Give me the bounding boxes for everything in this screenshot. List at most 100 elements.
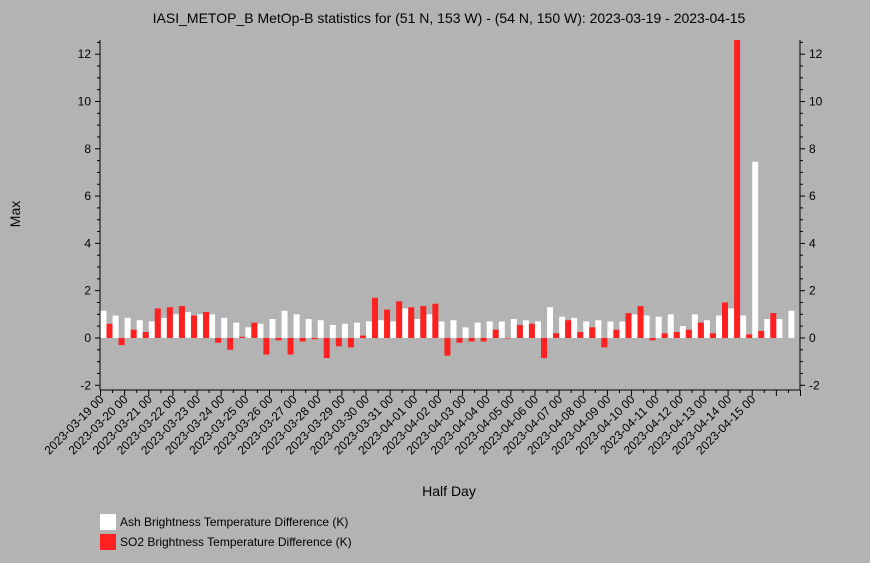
so2-bar xyxy=(770,313,777,338)
so2-bar xyxy=(190,315,197,338)
so2-bar xyxy=(154,308,161,338)
so2-bar xyxy=(492,329,499,338)
y-axis-label: Max xyxy=(7,201,23,227)
ash-bar xyxy=(390,321,397,338)
so2-bar xyxy=(516,324,523,338)
so2-bar xyxy=(106,323,113,338)
so2-bar xyxy=(758,330,765,338)
so2-bar xyxy=(456,337,463,343)
y-tick-label-left: 8 xyxy=(84,142,91,156)
y-tick-label-left: 2 xyxy=(84,284,91,298)
so2-bar xyxy=(589,327,596,338)
ash-bar xyxy=(269,319,276,338)
ash-bar xyxy=(366,321,373,338)
so2-bar xyxy=(239,336,246,338)
so2-bar xyxy=(359,335,366,338)
ash-bar xyxy=(631,314,638,338)
ash-bar xyxy=(426,314,433,338)
ash-bar xyxy=(209,314,216,338)
ash-bar xyxy=(788,310,795,338)
so2-bar xyxy=(299,337,306,342)
ash-bar xyxy=(776,319,783,338)
so2-bar xyxy=(130,329,137,338)
legend: Ash Brightness Temperature Difference (K… xyxy=(100,512,352,552)
ash-bar xyxy=(233,322,240,338)
y-tick-label-right: 12 xyxy=(809,47,823,61)
so2-bar xyxy=(227,337,234,350)
ash-bar xyxy=(341,323,348,338)
ash-bar xyxy=(752,161,759,338)
so2-bar xyxy=(347,337,354,348)
ash-bar xyxy=(595,320,602,338)
so2-bar xyxy=(649,337,656,341)
legend-swatch-so2 xyxy=(100,534,116,550)
so2-bar xyxy=(697,322,704,338)
so2-bar xyxy=(565,320,572,338)
ash-bar xyxy=(534,321,541,338)
ash-bar xyxy=(329,324,336,338)
y-tick-label-left: 10 xyxy=(78,94,92,108)
x-axis-label: Half Day xyxy=(422,483,476,499)
y-tick-label-right: 4 xyxy=(809,236,816,250)
so2-bar xyxy=(142,332,149,338)
so2-bar xyxy=(384,309,391,338)
bars-group xyxy=(100,40,795,359)
ash-bar xyxy=(571,317,578,338)
ash-bar xyxy=(583,321,590,338)
so2-bar xyxy=(528,323,535,338)
ash-bar xyxy=(498,321,505,338)
so2-bar xyxy=(275,337,282,341)
ash-bar xyxy=(740,315,747,338)
legend-swatch-ash xyxy=(100,514,116,530)
so2-bar xyxy=(734,40,741,338)
so2-bar xyxy=(601,337,608,348)
so2-bar xyxy=(613,329,620,338)
so2-bar xyxy=(432,303,439,338)
y-tick-label-right: 2 xyxy=(809,284,816,298)
y-tick-label-left: 0 xyxy=(84,331,91,345)
so2-bar xyxy=(637,306,644,338)
so2-bar xyxy=(540,337,547,359)
so2-bar xyxy=(480,337,487,342)
ash-bar xyxy=(257,323,264,338)
so2-bar xyxy=(166,307,173,338)
ash-bar xyxy=(197,314,204,338)
so2-bar xyxy=(625,313,632,338)
ash-bar xyxy=(414,319,421,338)
so2-bar xyxy=(722,302,729,338)
ash-bar xyxy=(655,316,662,338)
legend-label-so2: SO2 Brightness Temperature Difference (K… xyxy=(120,535,352,549)
legend-item-ash: Ash Brightness Temperature Difference (K… xyxy=(100,512,352,532)
so2-bar xyxy=(444,337,451,356)
ash-bar xyxy=(450,320,457,338)
so2-bar xyxy=(251,322,258,338)
ash-bar xyxy=(679,326,686,338)
ash-bar xyxy=(136,320,143,338)
so2-bar xyxy=(263,337,270,355)
ash-bar xyxy=(716,315,723,338)
so2-bar xyxy=(709,333,716,338)
ash-bar xyxy=(474,322,481,338)
y-tick-label-left: 12 xyxy=(78,47,92,61)
so2-bar xyxy=(504,337,511,339)
so2-bar xyxy=(215,337,222,343)
ash-bar xyxy=(317,320,324,338)
ash-bar xyxy=(667,314,674,338)
legend-item-so2: SO2 Brightness Temperature Difference (K… xyxy=(100,532,352,552)
ash-bar xyxy=(293,314,300,338)
ash-bar xyxy=(281,310,288,338)
so2-bar xyxy=(673,332,680,338)
ash-bar xyxy=(607,321,614,338)
so2-bar xyxy=(746,334,753,338)
so2-bar xyxy=(178,306,185,338)
so2-bar xyxy=(372,297,379,338)
ash-bar xyxy=(691,314,698,338)
so2-bar xyxy=(287,337,294,355)
y-tick-label-right: 10 xyxy=(809,94,823,108)
y-tick-label-left: -2 xyxy=(80,378,91,392)
so2-bar xyxy=(396,301,403,338)
so2-bar xyxy=(661,333,668,338)
ash-bar xyxy=(124,317,131,338)
